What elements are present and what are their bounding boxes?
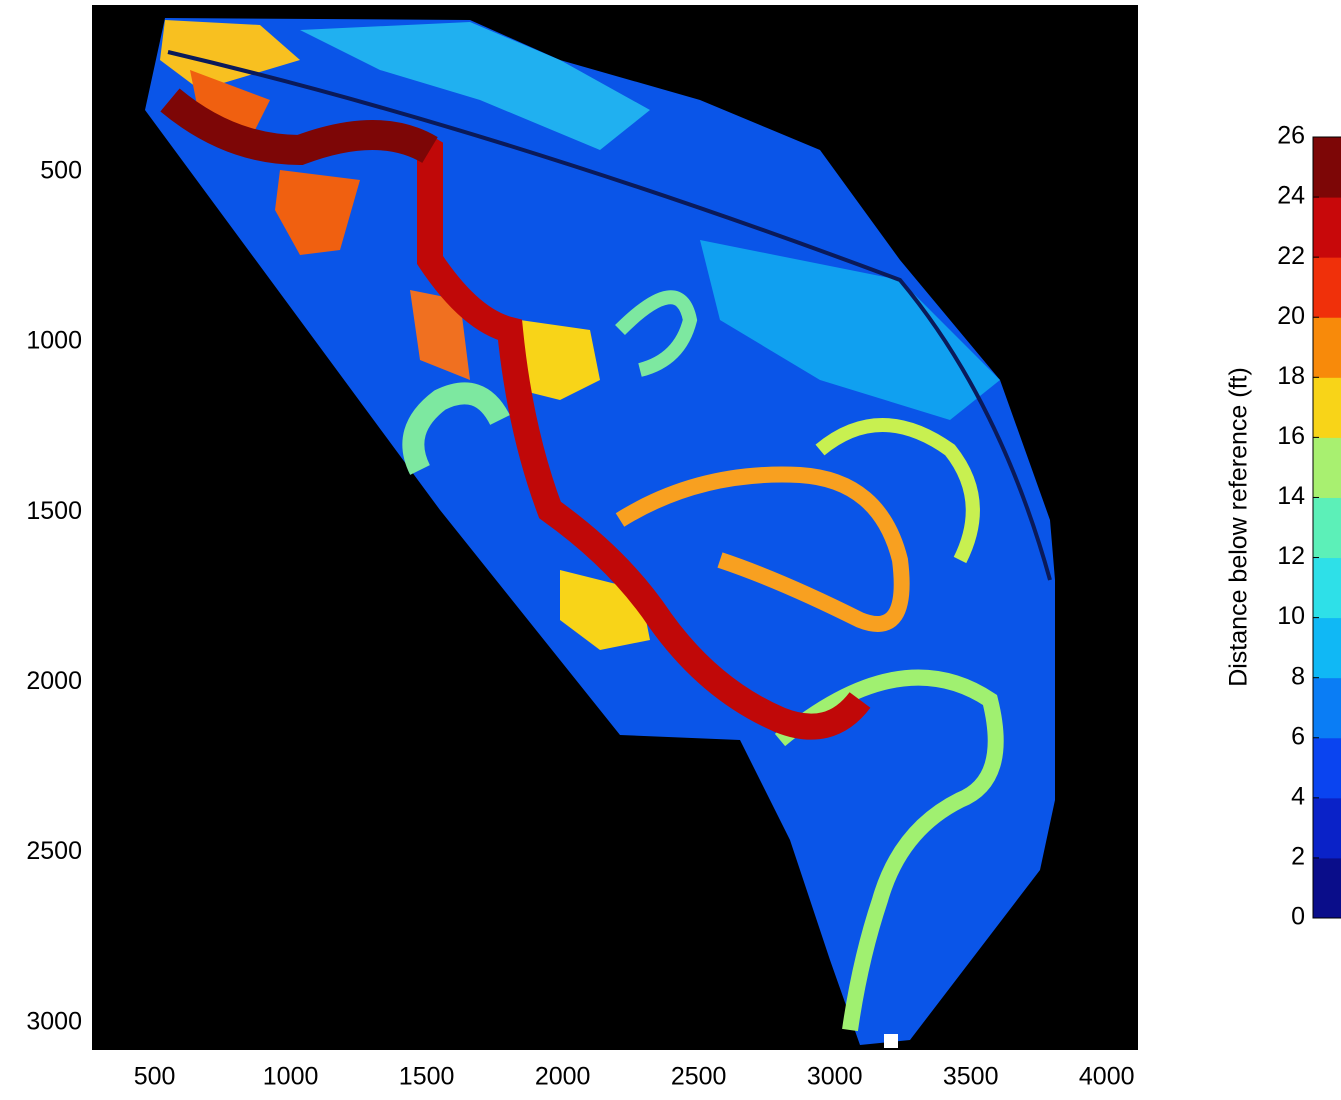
colorbar-tick-label: 14 — [1277, 482, 1305, 510]
colorbar-tick-label: 22 — [1277, 242, 1305, 270]
colorbar-segment — [1313, 618, 1341, 679]
colorbar-tick-label: 0 — [1291, 903, 1305, 931]
x-tick-label: 4000 — [1079, 1063, 1135, 1091]
colorbar-tick-label: 16 — [1277, 422, 1305, 450]
colorbar-segment — [1313, 798, 1341, 859]
colorbar-segment — [1313, 437, 1341, 498]
colorbar-tick-label: 6 — [1291, 722, 1305, 750]
chart: 500 1000 1500 2000 2500 3000 3500 4000 500 1000 15… — [0, 0, 1341, 1095]
x-tick-label: 3500 — [943, 1063, 999, 1091]
x-tick-label: 2500 — [671, 1063, 727, 1091]
colorbar-segment — [1313, 197, 1341, 258]
colorbar-segment — [1313, 137, 1341, 198]
colorbar-segment — [1313, 257, 1341, 318]
colorbar-tick-label: 24 — [1277, 182, 1305, 210]
y-tick-label: 500 — [40, 156, 82, 184]
colorbar-tick-label: 20 — [1277, 302, 1305, 330]
x-tick-label: 2000 — [535, 1063, 591, 1091]
colorbar-tick-label: 10 — [1277, 602, 1305, 630]
y-tick-label: 3000 — [26, 1007, 82, 1035]
colorbar-segment — [1313, 317, 1341, 378]
colorbar-tick-label: 18 — [1277, 362, 1305, 390]
map-marker — [884, 1034, 898, 1048]
y-tick-label: 1500 — [26, 497, 82, 525]
colorbar-tick-label: 12 — [1277, 542, 1305, 570]
x-tick-label: 1000 — [263, 1063, 319, 1091]
x-tick-label: 1500 — [399, 1063, 455, 1091]
colorbar-tick-label: 26 — [1277, 122, 1305, 150]
x-tick-label: 3000 — [807, 1063, 863, 1091]
colorbar-segment — [1313, 377, 1341, 438]
colorbar-tick-label: 8 — [1291, 662, 1305, 690]
colorbar-tick-label: 4 — [1291, 782, 1305, 810]
x-tick-label: 500 — [134, 1063, 176, 1091]
page: 500 1000 1500 2000 2500 3000 3500 4000 500 1000 15… — [0, 0, 1341, 1100]
colorbar-segment — [1313, 738, 1341, 799]
colorbar-segment — [1313, 678, 1341, 739]
colorbar-label: Distance below reference (ft) — [1225, 367, 1253, 687]
colorbar-tick-label: 2 — [1291, 843, 1305, 871]
colorbar-segment — [1313, 558, 1341, 619]
colorbar-segment — [1313, 497, 1341, 558]
colorbar-segment — [1313, 858, 1341, 919]
y-tick-label: 2500 — [26, 837, 82, 865]
y-tick-label: 2000 — [26, 667, 82, 695]
y-tick-label: 1000 — [26, 327, 82, 355]
